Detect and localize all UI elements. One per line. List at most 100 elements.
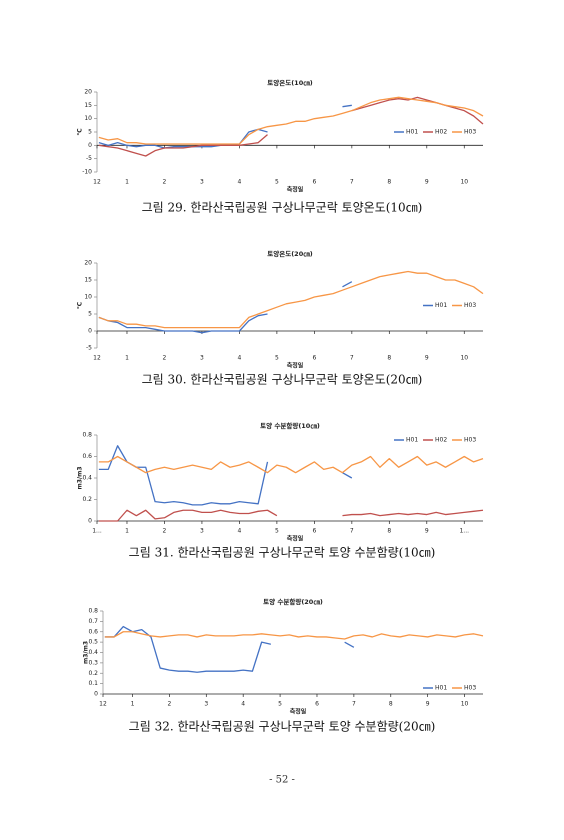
legend-label: H02 bbox=[435, 129, 447, 136]
chart-title: 토양 수분함량(20㎝) bbox=[263, 597, 323, 606]
legend-label: H01 bbox=[435, 302, 447, 309]
x-tick-label: 12 bbox=[93, 179, 101, 186]
y-tick-label: 0.3 bbox=[88, 659, 98, 666]
x-tick-label: 6 bbox=[312, 528, 316, 535]
x-tick-label: 8 bbox=[387, 179, 391, 186]
x-tick-label: 3 bbox=[200, 179, 204, 186]
caption: 그림 29. 한라산국립공원 구상나무군락 토양온도(10㎝) bbox=[142, 201, 423, 215]
y-tick-label: 0.6 bbox=[82, 453, 92, 460]
data-line bbox=[104, 631, 484, 640]
x-tick-label: 12 bbox=[99, 701, 107, 708]
y-tick-label: 15 bbox=[84, 102, 92, 109]
x-axis-label: 측정일 bbox=[287, 535, 304, 543]
data-line bbox=[98, 270, 484, 329]
x-tick-label: 8 bbox=[389, 701, 393, 708]
x-tick-label: 3 bbox=[200, 528, 204, 535]
y-tick-label: 0.2 bbox=[88, 670, 98, 677]
y-tick-label: -10 bbox=[82, 169, 92, 176]
legend-label: H03 bbox=[464, 685, 476, 692]
x-tick-label: 1 bbox=[131, 701, 135, 708]
x-tick-label: 12 bbox=[93, 355, 101, 362]
x-axis-label: 측정일 bbox=[287, 362, 304, 370]
y-tick-label: 0.5 bbox=[88, 639, 98, 646]
caption: 그림 30. 한라산국립공원 구상나무군락 토양온도(20㎝) bbox=[142, 373, 423, 387]
y-tick-label: 0.4 bbox=[88, 649, 98, 656]
legend-label: H01 bbox=[435, 685, 447, 692]
legend-label: H02 bbox=[435, 437, 447, 444]
x-tick-label: 4 bbox=[237, 355, 241, 362]
caption: 그림 32. 한라산국립공원 구상나무군락 토양 수분함량(20㎝) bbox=[129, 720, 436, 734]
legend-label: H01 bbox=[406, 437, 418, 444]
data-line bbox=[98, 509, 484, 522]
x-axis-label: 측정일 bbox=[287, 186, 304, 194]
x-tick-label: 2 bbox=[163, 355, 167, 362]
y-tick-label: 0.2 bbox=[82, 496, 92, 503]
x-tick-label: 2 bbox=[163, 528, 167, 535]
x-tick-label: 4 bbox=[237, 179, 241, 186]
y-tick-label: 0.8 bbox=[88, 608, 98, 615]
y-tick-label: 0.4 bbox=[82, 475, 92, 482]
x-tick-label: 5 bbox=[278, 701, 282, 708]
y-tick-label: 0.7 bbox=[88, 618, 98, 625]
x-tick-label: 4 bbox=[241, 701, 245, 708]
x-tick-label: 2 bbox=[167, 701, 171, 708]
y-tick-label: 5 bbox=[88, 129, 92, 136]
page-number: - 52 - bbox=[269, 775, 295, 786]
x-tick-label: 6 bbox=[315, 701, 319, 708]
chart-title: 토양 수분함량(10㎝) bbox=[260, 421, 320, 430]
y-axis-label: m3/m3 bbox=[77, 466, 84, 489]
legend-label: H03 bbox=[464, 302, 476, 309]
x-tick-label: 9 bbox=[425, 179, 429, 186]
legend-label: H01 bbox=[406, 129, 418, 136]
x-tick-label: 8 bbox=[387, 528, 391, 535]
chart-title: 토양온도(10㎝) bbox=[267, 78, 312, 87]
x-tick-label: 2 bbox=[163, 179, 167, 186]
x-tick-label: 5 bbox=[275, 179, 279, 186]
x-tick-label: 5 bbox=[275, 528, 279, 535]
data-line bbox=[98, 281, 353, 334]
x-tick-label: 3 bbox=[200, 355, 204, 362]
data-line bbox=[98, 104, 352, 149]
y-tick-label: -5 bbox=[86, 345, 92, 352]
x-tick-label: 6 bbox=[312, 355, 316, 362]
x-tick-label: 10 bbox=[460, 355, 468, 362]
y-axis-label: m3/m3 bbox=[83, 641, 90, 664]
x-tick-label: 1... bbox=[459, 528, 469, 535]
y-tick-label: 0 bbox=[94, 691, 98, 698]
y-tick-label: 0.1 bbox=[88, 680, 98, 687]
data-line bbox=[98, 445, 353, 506]
data-line bbox=[98, 455, 484, 474]
x-tick-label: 4 bbox=[237, 528, 241, 535]
x-tick-label: 6 bbox=[312, 179, 316, 186]
chart-title: 토양온도(20㎝) bbox=[267, 249, 312, 258]
y-tick-label: 15 bbox=[84, 277, 92, 284]
x-tick-label: 8 bbox=[387, 355, 391, 362]
data-line bbox=[98, 96, 484, 145]
y-tick-label: 0 bbox=[88, 518, 92, 525]
y-tick-label: 5 bbox=[88, 311, 92, 318]
y-tick-label: 0 bbox=[88, 328, 92, 335]
x-tick-label: 5 bbox=[275, 355, 279, 362]
x-tick-label: 1 bbox=[125, 179, 129, 186]
y-tick-label: 0.8 bbox=[82, 432, 92, 439]
x-tick-label: 10 bbox=[460, 179, 468, 186]
x-tick-label: 7 bbox=[352, 701, 356, 708]
y-tick-label: 0.6 bbox=[88, 628, 98, 635]
legend-label: H03 bbox=[464, 129, 476, 136]
y-tick-label: 10 bbox=[84, 294, 92, 301]
caption: 그림 31. 한라산국립공원 구상나무군락 토양 수분함량(10㎝) bbox=[129, 546, 436, 560]
x-tick-label: 1... bbox=[92, 528, 102, 535]
data-line bbox=[98, 96, 484, 157]
x-tick-label: 9 bbox=[426, 701, 430, 708]
y-tick-label: 0 bbox=[88, 142, 92, 149]
y-tick-label: -5 bbox=[86, 155, 92, 162]
y-axis-label: ℃ bbox=[77, 128, 84, 135]
legend-label: H03 bbox=[464, 437, 476, 444]
x-tick-label: 9 bbox=[425, 528, 429, 535]
x-tick-label: 3 bbox=[204, 701, 208, 708]
y-tick-label: 10 bbox=[84, 115, 92, 122]
x-tick-label: 9 bbox=[425, 355, 429, 362]
y-tick-label: 20 bbox=[84, 260, 92, 267]
